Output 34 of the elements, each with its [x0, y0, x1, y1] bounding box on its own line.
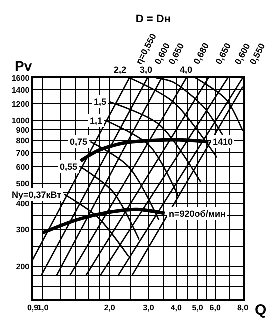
series-label: 0,55 — [60, 162, 78, 172]
y-tick-label: 600 — [16, 162, 30, 172]
y-tick-label: 1000 — [12, 116, 30, 126]
y-tick-label: 800 — [16, 136, 30, 146]
text: 0,650 — [214, 42, 234, 66]
y-tick-label: 500 — [16, 179, 30, 188]
series-label: 4,0 — [180, 65, 193, 75]
x-tick-label: 3,0 — [143, 303, 155, 312]
x-tick-label: 5,0 — [192, 303, 204, 312]
text: 0,680 — [192, 41, 212, 66]
series-label: 2,2 — [114, 65, 127, 75]
x-tick-label: 1,0 — [38, 303, 50, 312]
y-tick-label: 1200 — [12, 100, 30, 109]
x-tick-label: 4,0 — [170, 303, 182, 312]
x-tick-label: 0,9 — [27, 303, 40, 312]
y-tick-label: 700 — [16, 148, 30, 158]
series-label: 0,75 — [70, 137, 88, 147]
y-tick-label: 200 — [16, 262, 30, 272]
y-tick-label: 1400 — [12, 86, 30, 95]
series-label: 1,5 — [94, 97, 107, 107]
series-label: 1410 — [213, 137, 234, 147]
y-tick-label: 900 — [16, 126, 30, 135]
series-label: n=920об/мин — [169, 209, 226, 219]
series-label: 3,0 — [140, 65, 153, 75]
x-tick-label: 6,0 — [210, 303, 222, 312]
y-axis-title: Pv — [15, 58, 32, 74]
x-tick-label: 8,0 — [237, 303, 250, 312]
series-label: 1,1 — [90, 116, 103, 126]
chart-title: D = Dн — [136, 13, 171, 26]
y-tick-label: 300 — [16, 226, 30, 235]
series-label: Ny=0,37кВт — [12, 190, 62, 200]
x-tick-label: 2,0 — [104, 303, 116, 312]
y-tick-label: 1600 — [12, 74, 30, 83]
x-axis-title: Q — [255, 302, 267, 319]
